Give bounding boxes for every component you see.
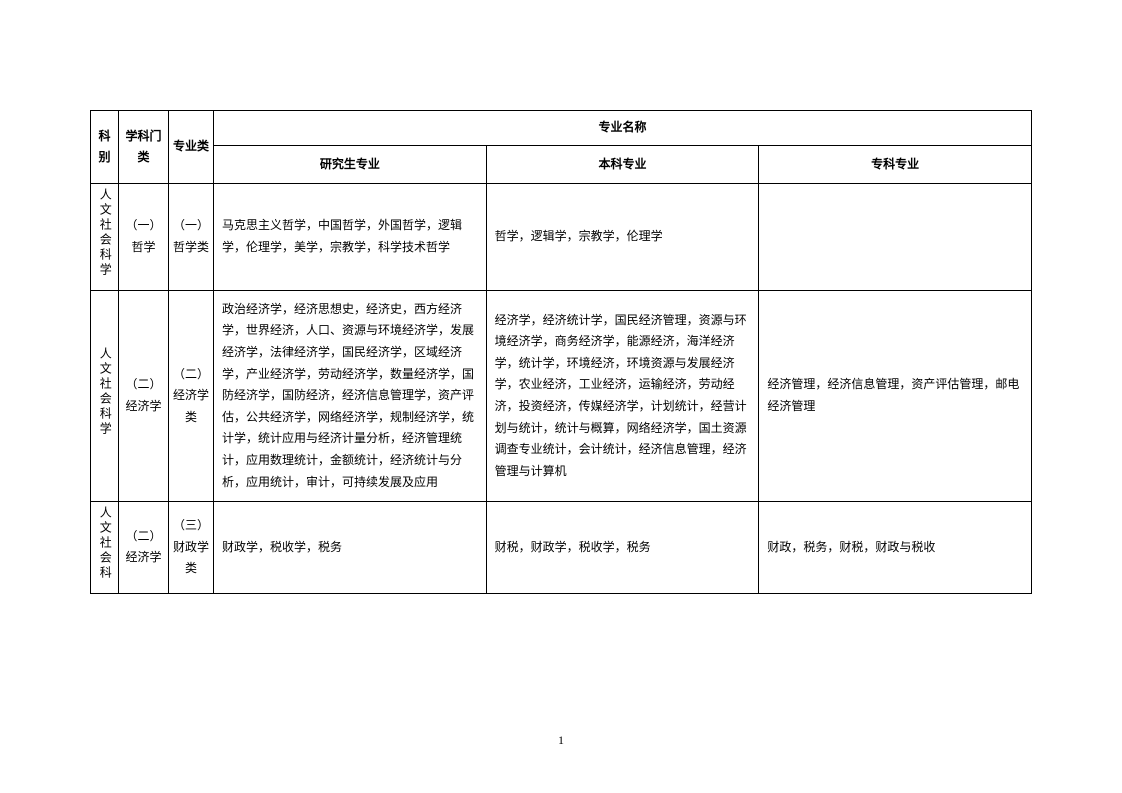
cell-zhuanyelei: （二）经济学类 xyxy=(169,290,214,501)
header-undergrad: 本科专业 xyxy=(486,145,759,184)
table-row: 人文社会科 （二）经济学 （三）财政学类 财政学，税收学，税务 财税，财政学，税… xyxy=(91,502,1032,594)
cell-undergrad: 经济学，经济统计学，国民经济管理，资源与环境经济学，商务经济学，能源经济，海洋经… xyxy=(486,290,759,501)
header-mingcheng: 专业名称 xyxy=(214,111,1032,146)
header-graduate: 研究生专业 xyxy=(214,145,487,184)
cell-menlei: （一）哲学 xyxy=(119,184,169,291)
table-row: 人文社会科学 （二）经济学 （二）经济学类 政治经济学，经济思想史，经济史，西方… xyxy=(91,290,1032,501)
cell-graduate: 马克思主义哲学，中国哲学，外国哲学，逻辑学，伦理学，美学，宗教学，科学技术哲学 xyxy=(214,184,487,291)
cell-kebie: 人文社会科学 xyxy=(91,184,119,291)
header-zhuanyelei: 专业类 xyxy=(169,111,214,184)
page-number: 1 xyxy=(558,733,564,748)
cell-undergrad: 哲学，逻辑学，宗教学，伦理学 xyxy=(486,184,759,291)
table-row: 人文社会科学 （一）哲学 （一）哲学类 马克思主义哲学，中国哲学，外国哲学，逻辑… xyxy=(91,184,1032,291)
cell-junior xyxy=(759,184,1032,291)
cell-junior: 经济管理，经济信息管理，资产评估管理，邮电经济管理 xyxy=(759,290,1032,501)
cell-zhuanyelei: （一）哲学类 xyxy=(169,184,214,291)
cell-undergrad: 财税，财政学，税收学，税务 xyxy=(486,502,759,594)
cell-kebie: 人文社会科 xyxy=(91,502,119,594)
header-menlei: 学科门类 xyxy=(119,111,169,184)
cell-zhuanyelei: （三）财政学类 xyxy=(169,502,214,594)
cell-menlei: （二）经济学 xyxy=(119,290,169,501)
header-kebie: 科别 xyxy=(91,111,119,184)
cell-menlei: （二）经济学 xyxy=(119,502,169,594)
cell-junior: 财政，税务，财税，财政与税收 xyxy=(759,502,1032,594)
cell-graduate: 政治经济学，经济思想史，经济史，西方经济学，世界经济，人口、资源与环境经济学，发… xyxy=(214,290,487,501)
table-body: 人文社会科学 （一）哲学 （一）哲学类 马克思主义哲学，中国哲学，外国哲学，逻辑… xyxy=(91,184,1032,594)
cell-kebie: 人文社会科学 xyxy=(91,290,119,501)
cell-graduate: 财政学，税收学，税务 xyxy=(214,502,487,594)
table-header: 科别 学科门类 专业类 专业名称 研究生专业 本科专业 专科专业 xyxy=(91,111,1032,184)
discipline-table: 科别 学科门类 专业类 专业名称 研究生专业 本科专业 专科专业 人文社会科学 … xyxy=(90,110,1032,594)
header-junior: 专科专业 xyxy=(759,145,1032,184)
